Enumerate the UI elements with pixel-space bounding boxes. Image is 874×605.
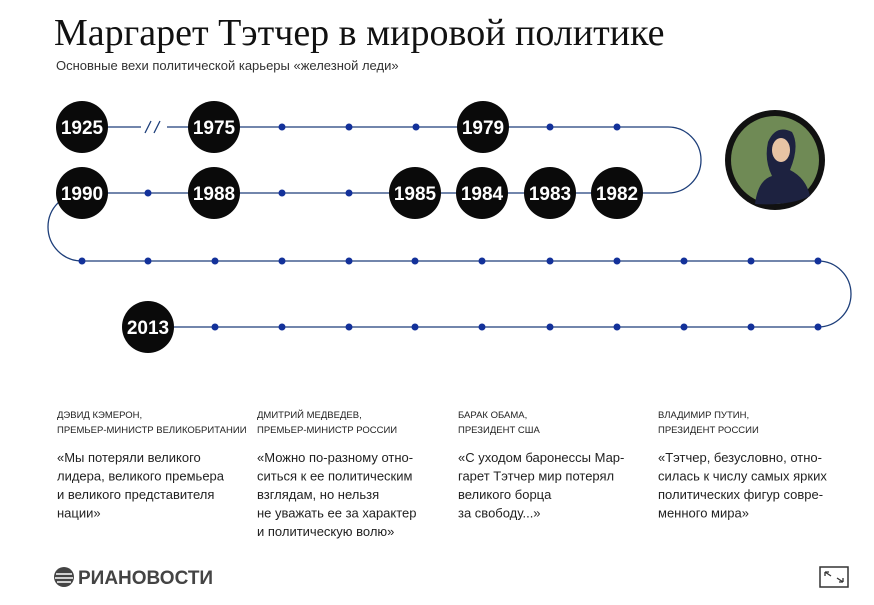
year-label: 1990 bbox=[61, 184, 103, 205]
expand-frame[interactable] bbox=[819, 566, 849, 588]
expand-icon[interactable] bbox=[819, 566, 849, 588]
timeline-dot bbox=[747, 257, 755, 265]
timeline-dot bbox=[478, 257, 486, 265]
quote-line: «Мы потеряли великого bbox=[57, 450, 201, 465]
year-label: 2013 bbox=[127, 318, 169, 339]
quote-line: и великого представителя bbox=[57, 487, 214, 502]
timeline-dot bbox=[278, 257, 286, 265]
timeline-dot bbox=[747, 323, 755, 331]
quote-line: лидера, великого премьера bbox=[57, 469, 225, 484]
year-label: 1925 bbox=[61, 118, 104, 139]
timeline-dot bbox=[411, 257, 419, 265]
years: 1925 1975 1979 1990 1988 1985 1984 1983 1982 2013 bbox=[56, 101, 643, 353]
timeline-dot bbox=[680, 323, 688, 331]
timeline-dot bbox=[478, 323, 486, 331]
timeline-dot bbox=[278, 189, 286, 197]
year-label: 1979 bbox=[462, 118, 504, 139]
year-circle bbox=[56, 101, 108, 153]
timeline-dot bbox=[613, 257, 621, 265]
quote-author: ПРЕМЬЕР-МИНИСТР ВЕЛИКОБРИТАНИИ bbox=[57, 425, 247, 436]
break-mark bbox=[144, 120, 161, 134]
subtitle: Основные вехи политической карьеры «желе… bbox=[56, 58, 399, 73]
quote-line: ситься к ее политическим bbox=[257, 469, 413, 484]
timeline-dot bbox=[345, 189, 353, 197]
quote-author: ПРЕЗИДЕНТ РОССИИ bbox=[658, 425, 759, 436]
timeline-dot bbox=[144, 189, 152, 197]
timeline-dot bbox=[411, 323, 419, 331]
year-label: 1975 bbox=[193, 118, 236, 139]
dots bbox=[78, 123, 822, 331]
year-label: 1982 bbox=[596, 184, 638, 205]
year-circle bbox=[188, 167, 240, 219]
timeline-dot bbox=[546, 323, 554, 331]
timeline-dot bbox=[345, 257, 353, 265]
timeline-dot bbox=[78, 257, 86, 265]
quote-author: ДЭВИД КЭМЕРОН, bbox=[57, 410, 142, 421]
expand-arrows[interactable] bbox=[824, 571, 844, 583]
timeline-dot bbox=[412, 123, 420, 131]
year-circle bbox=[188, 101, 240, 153]
year-circle bbox=[56, 167, 108, 219]
quote-author: БАРАК ОБАМА, bbox=[458, 410, 527, 421]
quote-line: силась к числу самых ярких bbox=[658, 469, 827, 484]
timeline-dot bbox=[613, 123, 621, 131]
quote-author: ВЛАДИМИР ПУТИН, bbox=[658, 410, 749, 421]
timeline-dot bbox=[546, 257, 554, 265]
timeline-dot bbox=[680, 257, 688, 265]
quotes: ДЭВИД КЭМЕРОН, ПРЕМЬЕР-МИНИСТР ВЕЛИКОБРИТ… bbox=[57, 409, 827, 539]
quote-line: нации» bbox=[57, 506, 101, 521]
quote-line: менного мира» bbox=[658, 506, 749, 521]
timeline-dot bbox=[211, 257, 219, 265]
timeline-dot bbox=[613, 323, 621, 331]
year-label: 1984 bbox=[461, 184, 504, 205]
year-circle bbox=[457, 101, 509, 153]
quote-line: «С уходом баронессы Мар- bbox=[458, 450, 624, 465]
timeline-dot bbox=[345, 123, 353, 131]
quote-line: великого борца bbox=[458, 487, 552, 502]
quote-line: «Можно по-разному отно- bbox=[257, 450, 413, 465]
photo-face bbox=[772, 138, 790, 162]
timeline-dot bbox=[546, 123, 554, 131]
year-circle bbox=[456, 167, 508, 219]
year-label: 1988 bbox=[193, 184, 235, 205]
year-circle bbox=[389, 167, 441, 219]
year-circle bbox=[524, 167, 576, 219]
quote-line: взглядам, но нельзя bbox=[257, 487, 379, 502]
quote-author: ПРЕЗИДЕНТ США bbox=[458, 425, 540, 436]
break-gap bbox=[141, 118, 167, 136]
quote-line: политических фигур совре- bbox=[658, 487, 823, 502]
logo-icon bbox=[54, 567, 74, 587]
quote-line: и политическую волю» bbox=[257, 524, 394, 539]
timeline-dot bbox=[814, 257, 822, 265]
photo-figure bbox=[755, 129, 810, 205]
timeline-dot bbox=[144, 257, 152, 265]
title: Маргарет Тэтчер в мировой политике bbox=[54, 12, 665, 54]
logo-icon-lines bbox=[55, 573, 73, 583]
year-circle bbox=[122, 301, 174, 353]
timeline-dot bbox=[814, 323, 822, 331]
timeline-dot bbox=[278, 123, 286, 131]
quote-line: за свободу...» bbox=[458, 506, 541, 521]
timeline-line bbox=[47, 126, 852, 328]
quote-author: ДМИТРИЙ МЕДВЕДЕВ, bbox=[257, 409, 362, 421]
quote-line: «Тэтчер, безусловно, отно- bbox=[658, 450, 822, 465]
logo-text: РИАНОВОСТИ bbox=[78, 568, 213, 589]
logo: РИАНОВОСТИ bbox=[54, 567, 213, 589]
timeline-dot bbox=[345, 323, 353, 331]
year-label: 1985 bbox=[394, 184, 437, 205]
year-label: 1983 bbox=[529, 184, 571, 205]
quote-author: ПРЕМЬЕР-МИНИСТР РОССИИ bbox=[257, 425, 397, 436]
quote-line: гарет Тэтчер мир потерял bbox=[458, 469, 614, 484]
timeline-dot bbox=[278, 323, 286, 331]
quote-line: не уважать ее за характер bbox=[257, 506, 417, 521]
timeline-dot bbox=[211, 323, 219, 331]
year-circle bbox=[591, 167, 643, 219]
